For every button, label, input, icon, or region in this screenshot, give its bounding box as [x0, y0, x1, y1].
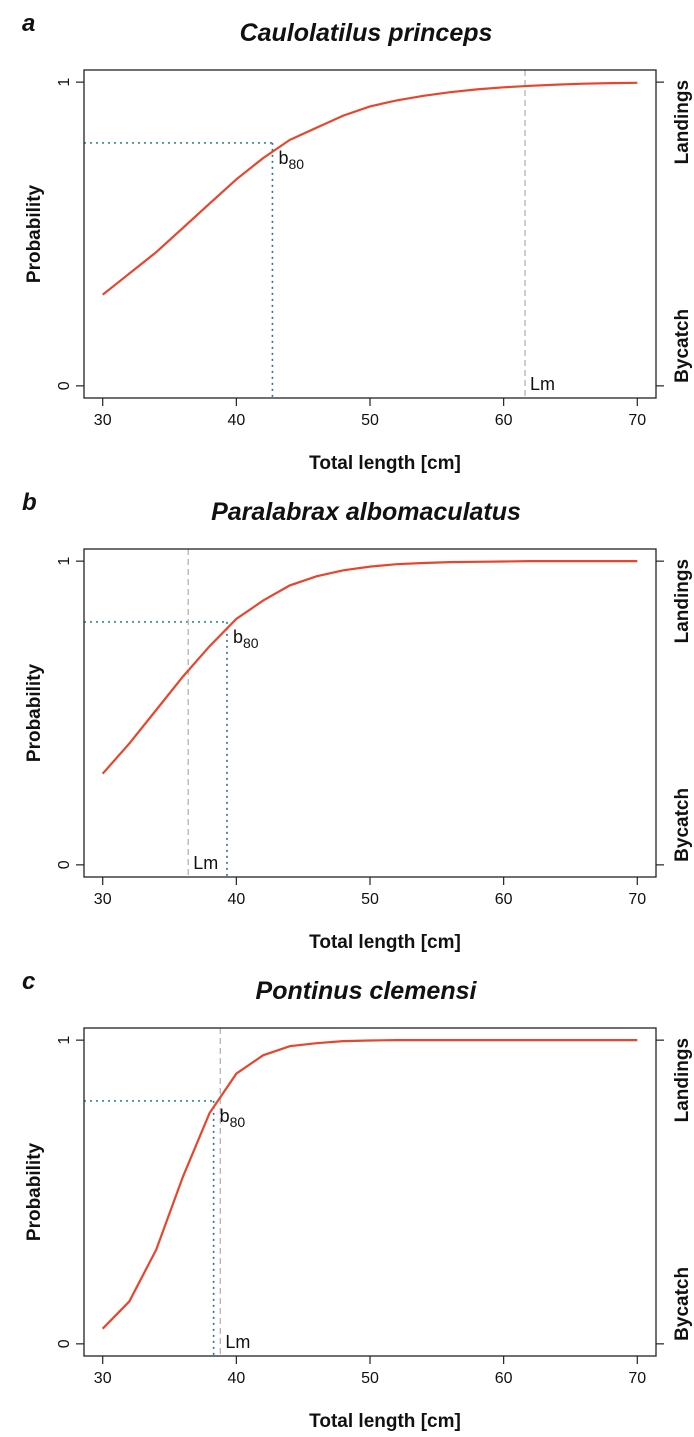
- right-label-bycatch: Bycatch: [672, 1267, 693, 1341]
- selectivity-curve: [101, 1039, 638, 1330]
- y-tick-label: 0: [56, 860, 73, 869]
- plot-frame: [83, 548, 657, 878]
- lm-label: Lm: [193, 853, 218, 873]
- b80-label: b80: [233, 627, 259, 651]
- b80-label-subscript: 80: [243, 635, 259, 651]
- chart-svg-c: c Pontinus clemensi 30 40 50 60 70 0 1 Total leng…: [22, 968, 693, 1432]
- right-label-bycatch: Bycatch: [672, 309, 693, 383]
- x-tick-label: 50: [361, 412, 379, 429]
- selectivity-curve: [102, 81, 638, 296]
- chart-panel-a: a Caulolatilus princeps 30 40 50 60 70 0 1 Total …: [0, 0, 694, 479]
- x-tick-label: 50: [361, 1370, 379, 1387]
- x-tick-label: 60: [495, 412, 513, 429]
- right-label-landings: Landings: [672, 80, 693, 164]
- x-tick-label: 70: [628, 412, 646, 429]
- b80-label-subscript: 80: [288, 156, 304, 172]
- x-tick-label: 70: [628, 1370, 646, 1387]
- panel-letter: a: [22, 10, 35, 37]
- x-tick-label: 60: [495, 1370, 513, 1387]
- x-tick-label: 40: [227, 1370, 245, 1387]
- x-tick-label: 60: [495, 891, 513, 908]
- x-axis-label: Total length [cm]: [309, 932, 461, 953]
- right-label-landings: Landings: [672, 1038, 693, 1122]
- x-axis-label: Total length [cm]: [309, 453, 461, 474]
- y-axis-label: Probability: [24, 663, 45, 762]
- x-tick-label: 30: [94, 1370, 112, 1387]
- chart-panel-c: c Pontinus clemensi 30 40 50 60 70 0 1 Total leng…: [0, 958, 694, 1437]
- b80-label: b80: [220, 1106, 246, 1130]
- x-tick-label: 50: [361, 891, 379, 908]
- x-tick-label: 40: [227, 412, 245, 429]
- right-label-landings: Landings: [672, 559, 693, 643]
- y-tick-label: 0: [56, 381, 73, 390]
- x-tick-label: 40: [227, 891, 245, 908]
- chart-panel-b: b Paralabrax albomaculatus 30 40 50 60 70 0 1 Tot…: [0, 479, 694, 958]
- y-tick-label: 1: [56, 1036, 73, 1045]
- chart-svg-b: b Paralabrax albomaculatus 30 40 50 60 70 0 1 Tot…: [22, 489, 693, 953]
- plot-frame: [83, 69, 657, 399]
- x-tick-label: 70: [628, 891, 646, 908]
- chart-title: Paralabrax albomaculatus: [211, 498, 521, 526]
- lm-label: Lm: [225, 1332, 250, 1352]
- y-tick-label: 1: [56, 557, 73, 566]
- y-tick-label: 0: [56, 1339, 73, 1348]
- right-label-bycatch: Bycatch: [672, 788, 693, 862]
- selectivity-curve: [101, 560, 638, 775]
- chart-title: Pontinus clemensi: [256, 977, 478, 1005]
- y-axis-label: Probability: [24, 1142, 45, 1241]
- b80-label-subscript: 80: [230, 1114, 246, 1130]
- chart-svg-a: a Caulolatilus princeps 30 40 50 60 70 0 1 Total …: [22, 10, 693, 474]
- b80-label: b80: [278, 148, 304, 172]
- panel-letter: b: [22, 489, 37, 516]
- x-tick-label: 30: [94, 891, 112, 908]
- chart-title: Caulolatilus princeps: [240, 19, 493, 47]
- plot-frame: [83, 1027, 657, 1357]
- x-tick-label: 30: [94, 412, 112, 429]
- y-axis-label: Probability: [24, 184, 45, 283]
- x-axis-label: Total length [cm]: [309, 1411, 461, 1432]
- y-tick-label: 1: [56, 78, 73, 87]
- lm-label: Lm: [530, 374, 555, 394]
- panel-letter: c: [22, 968, 35, 995]
